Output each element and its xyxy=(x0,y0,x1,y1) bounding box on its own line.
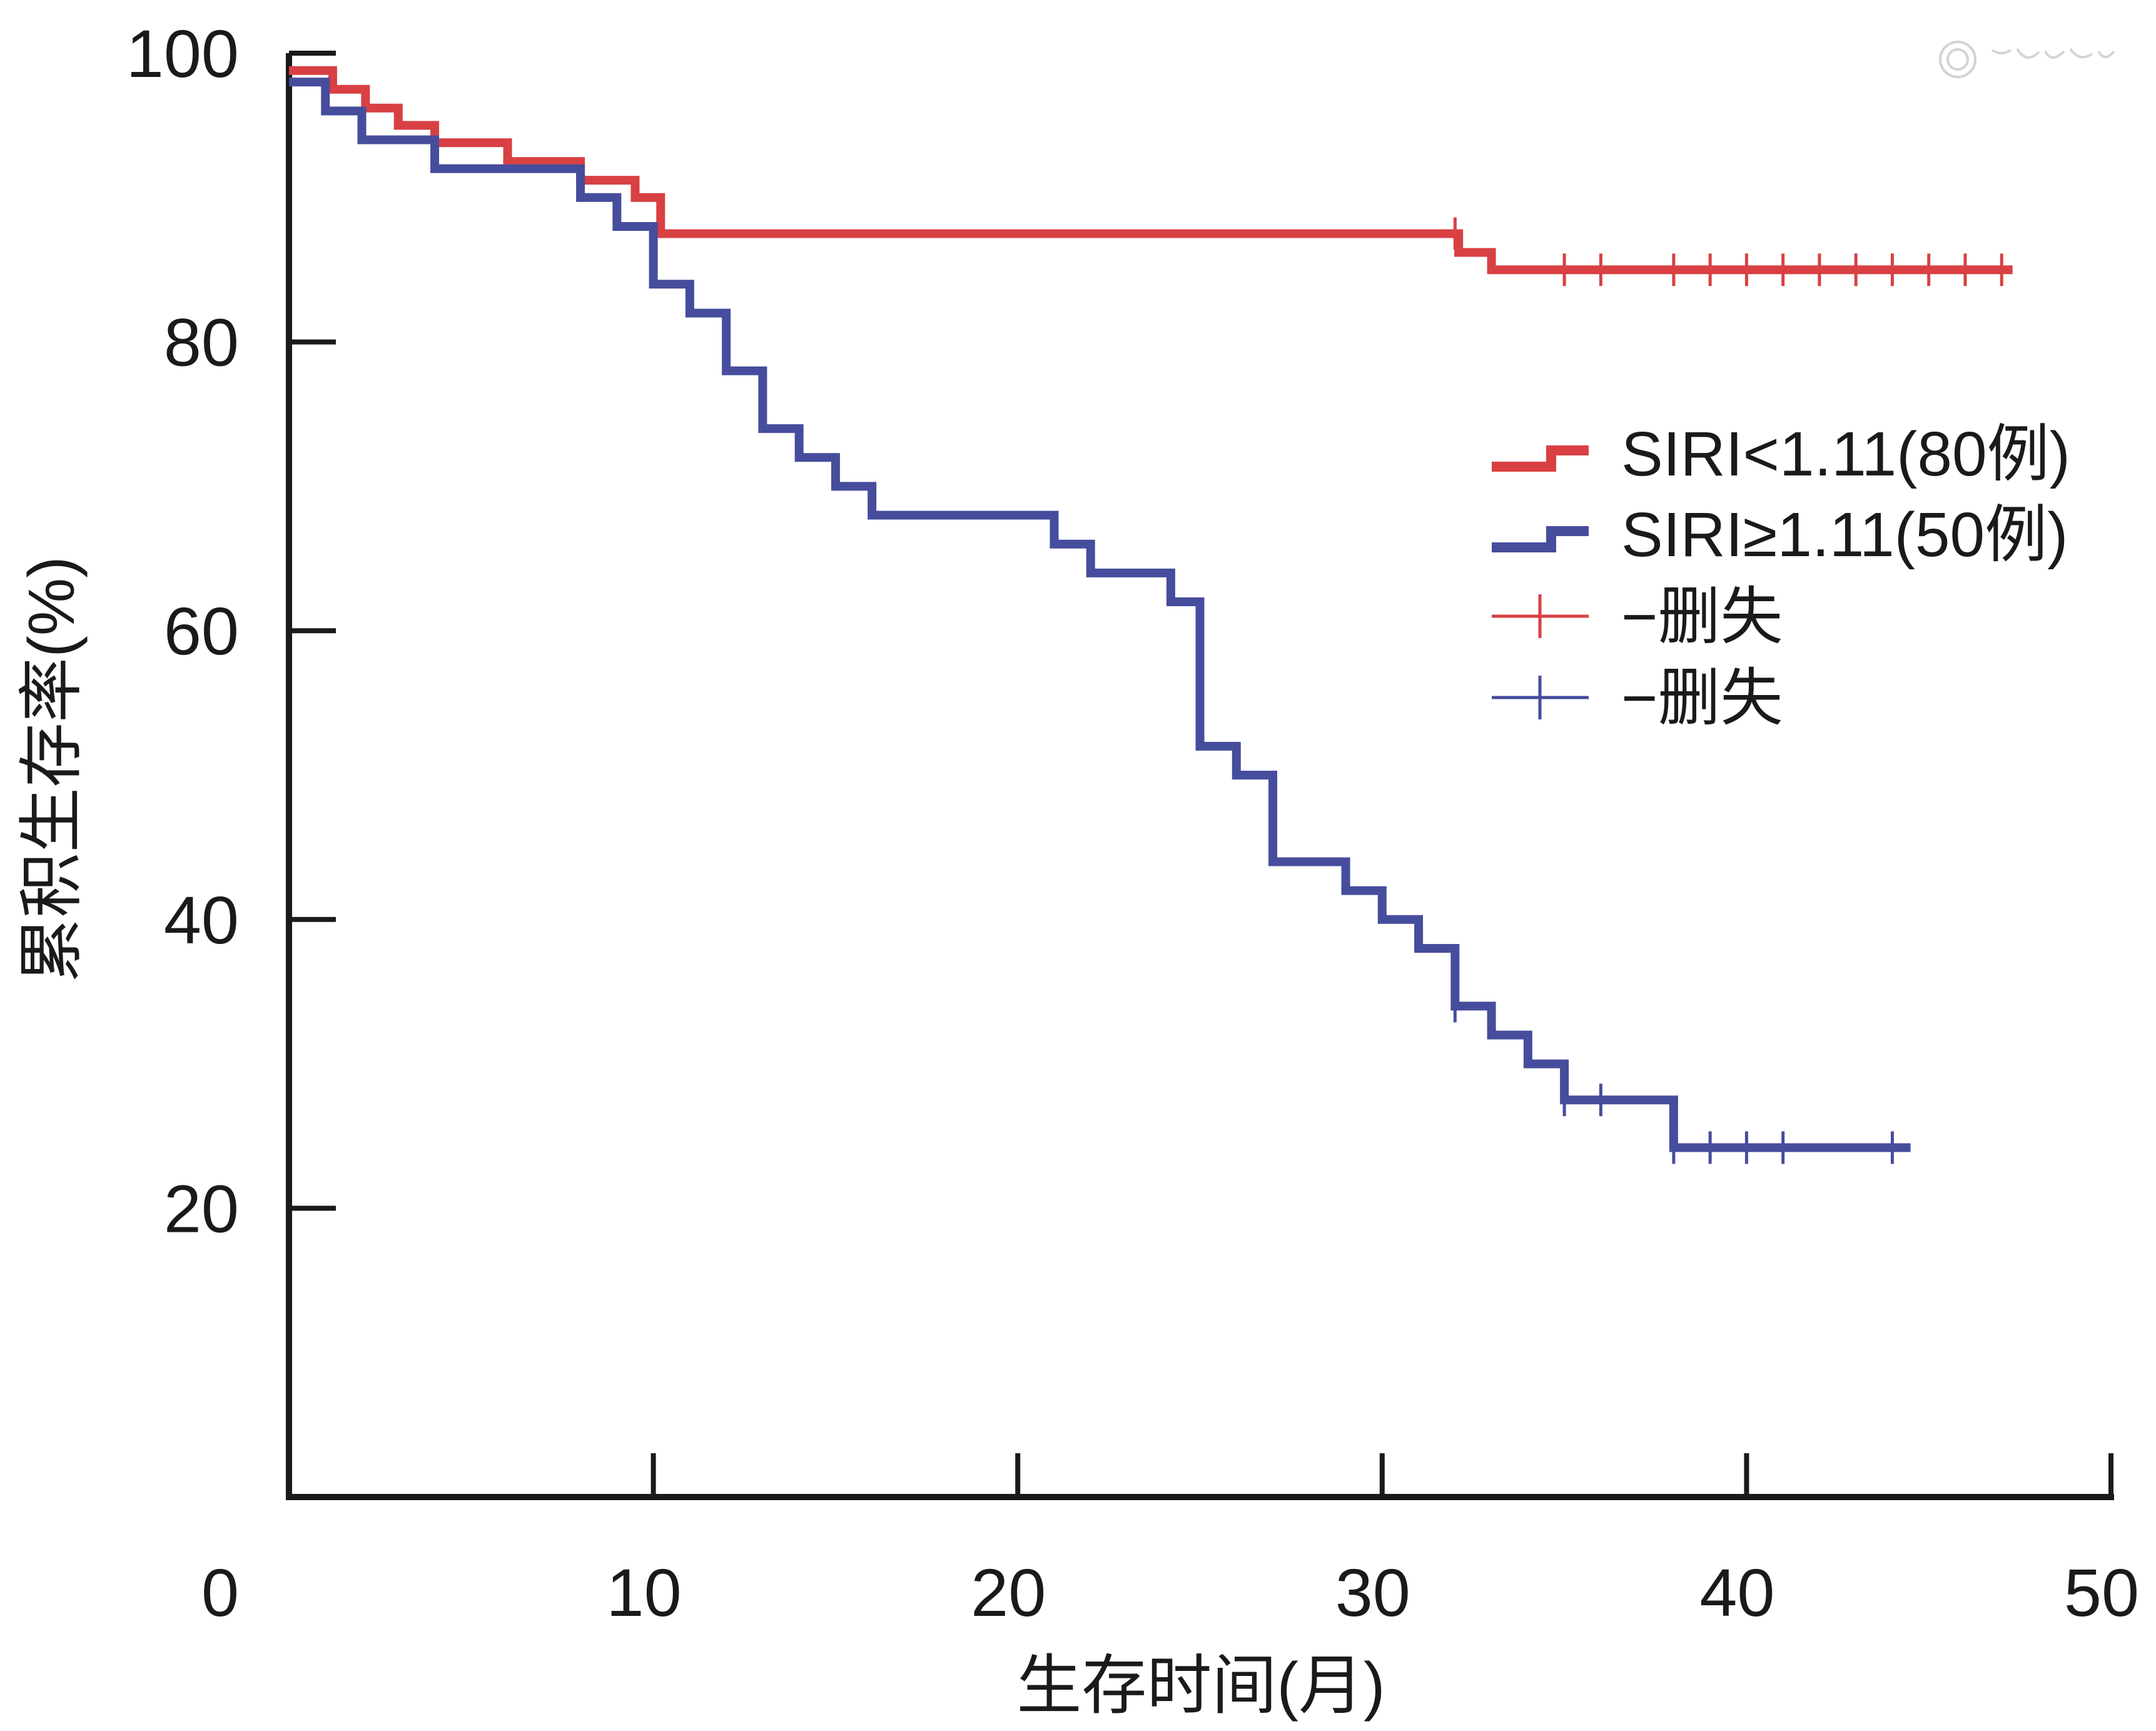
y-tick-label: 100 xyxy=(126,16,239,91)
x-tick-label: 20 xyxy=(971,1555,1046,1630)
legend-label-censored-low: −删失 xyxy=(1621,582,1783,652)
legend-label-siri-low: SIRI<1.11(80例) xyxy=(1621,419,2070,489)
watermark-logo xyxy=(1939,41,2115,78)
series-line-0 xyxy=(289,66,2013,275)
legend-swatch-siri-low xyxy=(1492,445,1589,472)
x-tick-label: 40 xyxy=(1699,1555,1774,1630)
plot-area: 0 10 20 30 40 50 20 40 60 80 100 xyxy=(126,16,2139,1630)
legend-label-siri-high: SIRI≥1.11(50例) xyxy=(1621,500,2068,570)
legend-swatch-siri-high xyxy=(1492,526,1589,552)
y-tick-label: 20 xyxy=(164,1170,239,1246)
legend-label-censored-high: −删失 xyxy=(1621,663,1783,733)
y-tick-label: 60 xyxy=(164,593,239,669)
legend-censor-swatch-siri-low xyxy=(1492,594,1589,638)
x-axis-title: 生存时间(月) xyxy=(1016,1650,1385,1722)
x-tick-label: 0 xyxy=(201,1555,239,1630)
y-axis-title: 累积生存率(%) xyxy=(16,556,88,983)
y-tick-label: 80 xyxy=(164,305,239,380)
x-tick-label: 30 xyxy=(1335,1555,1410,1630)
x-tick-label: 10 xyxy=(607,1555,682,1630)
y-tick-label: 40 xyxy=(164,882,239,958)
legend-censor-swatch-siri-high xyxy=(1492,676,1589,719)
series-line-1 xyxy=(289,78,1911,1152)
x-tick-label: 50 xyxy=(2064,1555,2139,1630)
legend: SIRI<1.11(80例) SIRI≥1.11(50例) −删失 −删失 xyxy=(1492,419,2070,733)
